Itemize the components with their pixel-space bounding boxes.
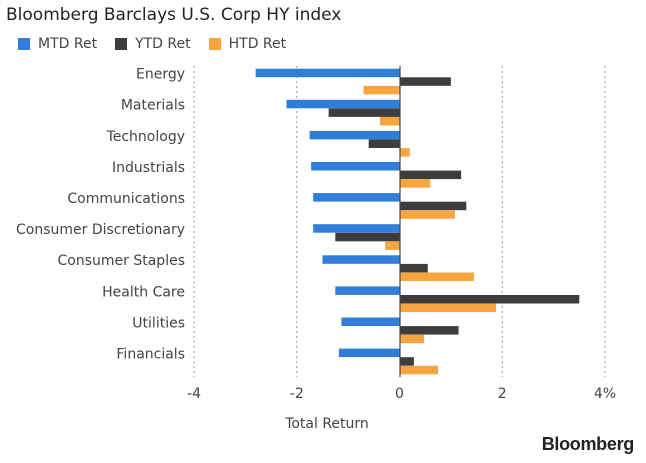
bar-htd-ret-industrials (399, 179, 431, 188)
tick-label: 4% (594, 386, 616, 402)
bar-mtd-ret-industrials (311, 162, 400, 171)
tick-label: -4 (187, 386, 201, 402)
bar-ytd-ret-communications (399, 201, 467, 211)
bar-htd-ret-technology (399, 148, 410, 157)
bar-ytd-ret-materials (328, 108, 400, 117)
category-label: Industrials (112, 160, 185, 176)
category-label: Technology (106, 129, 185, 145)
x-axis-label: Total Return (284, 416, 369, 432)
bar-mtd-ret-materials (286, 99, 400, 109)
bar-htd-ret-consumer-staples (399, 272, 474, 281)
tick-label: -2 (290, 386, 304, 402)
category-label: Utilities (132, 315, 185, 331)
legend-label-mtd: MTD Ret (38, 36, 98, 52)
category-label: Consumer Discretionary (16, 222, 185, 238)
bar-ytd-ret-utilities (399, 326, 459, 335)
bar-ytd-ret-health-care (399, 295, 580, 304)
bar-htd-ret-health-care (399, 303, 497, 313)
legend-item-mtd: MTD Ret (18, 36, 97, 52)
bar-mtd-ret-health-care (335, 286, 400, 295)
bar-ytd-ret-financials (399, 357, 414, 366)
bar-ytd-ret-consumer-staples (399, 263, 428, 273)
legend-item-ytd: YTD Ret (115, 36, 191, 52)
legend: MTD Ret YTD Ret HTD Ret (18, 36, 304, 52)
bar-htd-ret-energy (363, 85, 400, 95)
bar-ytd-ret-consumer-discretionary (335, 232, 400, 242)
bar-ytd-ret-energy (399, 77, 451, 86)
legend-swatch-ytd (115, 38, 128, 50)
legend-label-ytd: YTD Ret (135, 36, 191, 52)
legend-label-htd: HTD Ret (228, 36, 287, 52)
bloomberg-logo: Bloomberg (541, 434, 635, 454)
chart-title: Bloomberg Barclays U.S. Corp HY index (6, 5, 342, 25)
bar-mtd-ret-communications (313, 193, 400, 202)
bar-htd-ret-financials (399, 365, 439, 375)
category-label: Financials (116, 346, 185, 362)
category-label: Energy (136, 67, 185, 83)
legend-item-htd: HTD Ret (208, 36, 287, 52)
legend-swatch-htd (208, 38, 221, 50)
bar-mtd-ret-technology (309, 130, 400, 140)
category-label: Health Care (102, 284, 185, 300)
category-label: Consumer Staples (58, 253, 185, 269)
category-label: Communications (67, 191, 185, 207)
bar-mtd-ret-financials (338, 348, 400, 358)
bar-htd-ret-communications (399, 210, 455, 219)
bar-mtd-ret-consumer-staples (322, 255, 400, 264)
bar-htd-ret-consumer-discretionary (385, 241, 400, 250)
tick-label: 2 (498, 386, 507, 402)
bar-htd-ret-utilities (399, 334, 425, 344)
bar-mtd-ret-utilities (341, 317, 400, 326)
legend-swatch-mtd (18, 38, 30, 50)
bar-ytd-ret-technology (368, 139, 400, 148)
category-label: Materials (121, 98, 185, 114)
bar-htd-ret-materials (379, 117, 400, 126)
bar-ytd-ret-industrials (399, 170, 462, 180)
bar-mtd-ret-energy (255, 68, 400, 78)
tick-label: 0 (395, 386, 404, 402)
bar-mtd-ret-consumer-discretionary (313, 224, 400, 233)
